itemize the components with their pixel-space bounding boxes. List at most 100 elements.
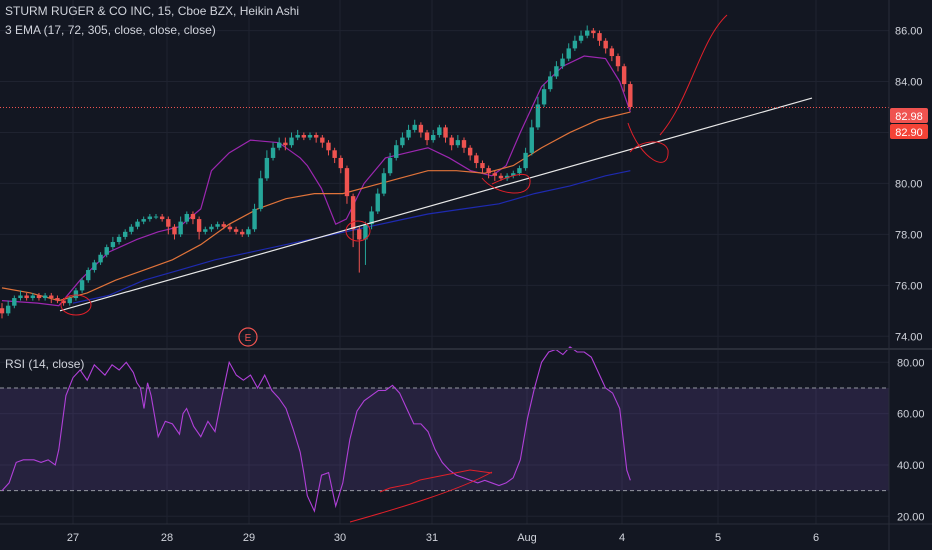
candle-bear[interactable] [357,226,362,273]
drawing-curve[interactable] [627,122,669,163]
candle-bear[interactable] [55,295,60,304]
candle-bear[interactable] [24,292,29,301]
trendline[interactable] [59,97,813,312]
candle-bear[interactable] [615,53,621,72]
candle-bull[interactable] [98,252,103,265]
candle-bear[interactable] [166,216,171,235]
candle-bear[interactable] [320,135,325,148]
candle-bull[interactable] [30,292,35,301]
candle-bull[interactable] [12,295,17,309]
candle-bull[interactable] [523,147,528,171]
candle-bull[interactable] [455,135,461,148]
candle-bear[interactable] [326,140,331,156]
candle-bull[interactable] [209,224,214,232]
candle-bull[interactable] [560,53,565,69]
candle-bull[interactable] [381,168,387,197]
candle-bear[interactable] [449,135,454,151]
candle-bear[interactable] [344,165,350,204]
drawing-projection[interactable] [659,14,728,136]
candle-bear[interactable] [591,28,596,39]
candle-bull[interactable] [431,129,436,143]
candle-bear[interactable] [609,45,615,62]
candle-bull[interactable] [5,300,11,316]
candle-bull[interactable] [375,188,380,214]
candle-bear[interactable] [467,145,473,161]
candle-bull[interactable] [258,170,263,212]
drawing-circle[interactable] [60,294,92,316]
candle-bear[interactable] [480,160,485,174]
candle-bull[interactable] [110,236,116,250]
candle-bull[interactable] [394,140,399,161]
candle-bull[interactable] [147,213,153,222]
candle-bear[interactable] [172,224,177,240]
candle-bull[interactable] [504,173,510,181]
candle-bull[interactable] [369,206,374,230]
candle-bull[interactable] [104,244,109,258]
candle-bear[interactable] [233,226,239,235]
candle-bull[interactable] [129,224,134,235]
candle-bull[interactable] [289,132,294,148]
rsi-axis[interactable]: 20.00 40.00 60.00 80.00 [897,357,925,523]
candle-bear[interactable] [196,216,202,240]
time-axis[interactable]: 27 28 29 30 31 Aug 4 5 6 [67,532,819,544]
candle-bear[interactable] [0,303,5,319]
candle-bull[interactable] [541,84,547,107]
candle-bull[interactable] [79,277,85,293]
candle-bull[interactable] [307,132,313,141]
candle-bull[interactable] [252,203,257,232]
candle-bull[interactable] [295,129,300,141]
rsi-line[interactable] [1,346,631,513]
candle-bull[interactable] [141,216,146,225]
candle-bear[interactable] [49,292,54,304]
drawing-circle[interactable] [345,220,371,242]
candle-bear[interactable] [424,129,430,146]
candle-bull[interactable] [135,219,140,230]
candle-bear[interactable] [474,152,479,169]
candle-bull[interactable] [67,295,72,306]
candle-bear[interactable] [628,81,633,110]
candle-bull[interactable] [123,229,128,240]
candle-bull[interactable] [511,170,516,179]
candle-bull[interactable] [387,152,393,176]
symbol-title[interactable]: STURM RUGER & CO INC, 15, Cboe BZX, Heik… [5,4,299,18]
candle-bull[interactable] [73,287,79,301]
candle-bear[interactable] [313,132,319,143]
candle-bull[interactable] [412,119,417,133]
candle-bull[interactable] [116,234,122,245]
candle-bear[interactable] [301,132,307,141]
candle-bear[interactable] [332,147,337,164]
candle-bull[interactable] [215,221,220,230]
candle-bear[interactable] [159,213,165,222]
candle-bull[interactable] [42,292,48,301]
candle-bull[interactable] [246,226,251,237]
candle-bull[interactable] [572,35,578,51]
candle-bear[interactable] [283,137,288,151]
candle-bear[interactable] [418,122,424,138]
candle-bull[interactable] [270,142,276,161]
candle-bull[interactable] [184,211,189,225]
candle-bull[interactable] [277,137,282,151]
candle-bull[interactable] [264,150,270,181]
candle-bull[interactable] [578,30,584,44]
candle-bull[interactable] [203,226,208,235]
candle-bull[interactable] [18,290,23,301]
rsi-pane[interactable] [1,346,631,523]
candle-bull[interactable] [566,43,571,62]
rsi-drawing[interactable] [349,471,493,523]
candle-bull[interactable] [529,119,534,156]
candle-bear[interactable] [338,155,343,174]
candle-bear[interactable] [350,193,356,248]
candle-bull[interactable] [585,25,590,39]
candle-bull[interactable] [363,221,368,265]
rsi-drawing[interactable] [379,469,493,493]
candles[interactable] [0,25,633,319]
candle-bear[interactable] [597,30,602,46]
candle-bear[interactable] [240,229,245,237]
drawing-circle[interactable] [481,173,531,194]
candle-bear[interactable] [621,63,627,92]
candle-bull[interactable] [86,267,91,283]
candle-bull[interactable] [153,213,159,220]
candle-bear[interactable] [492,170,497,181]
candle-bull[interactable] [406,124,411,141]
